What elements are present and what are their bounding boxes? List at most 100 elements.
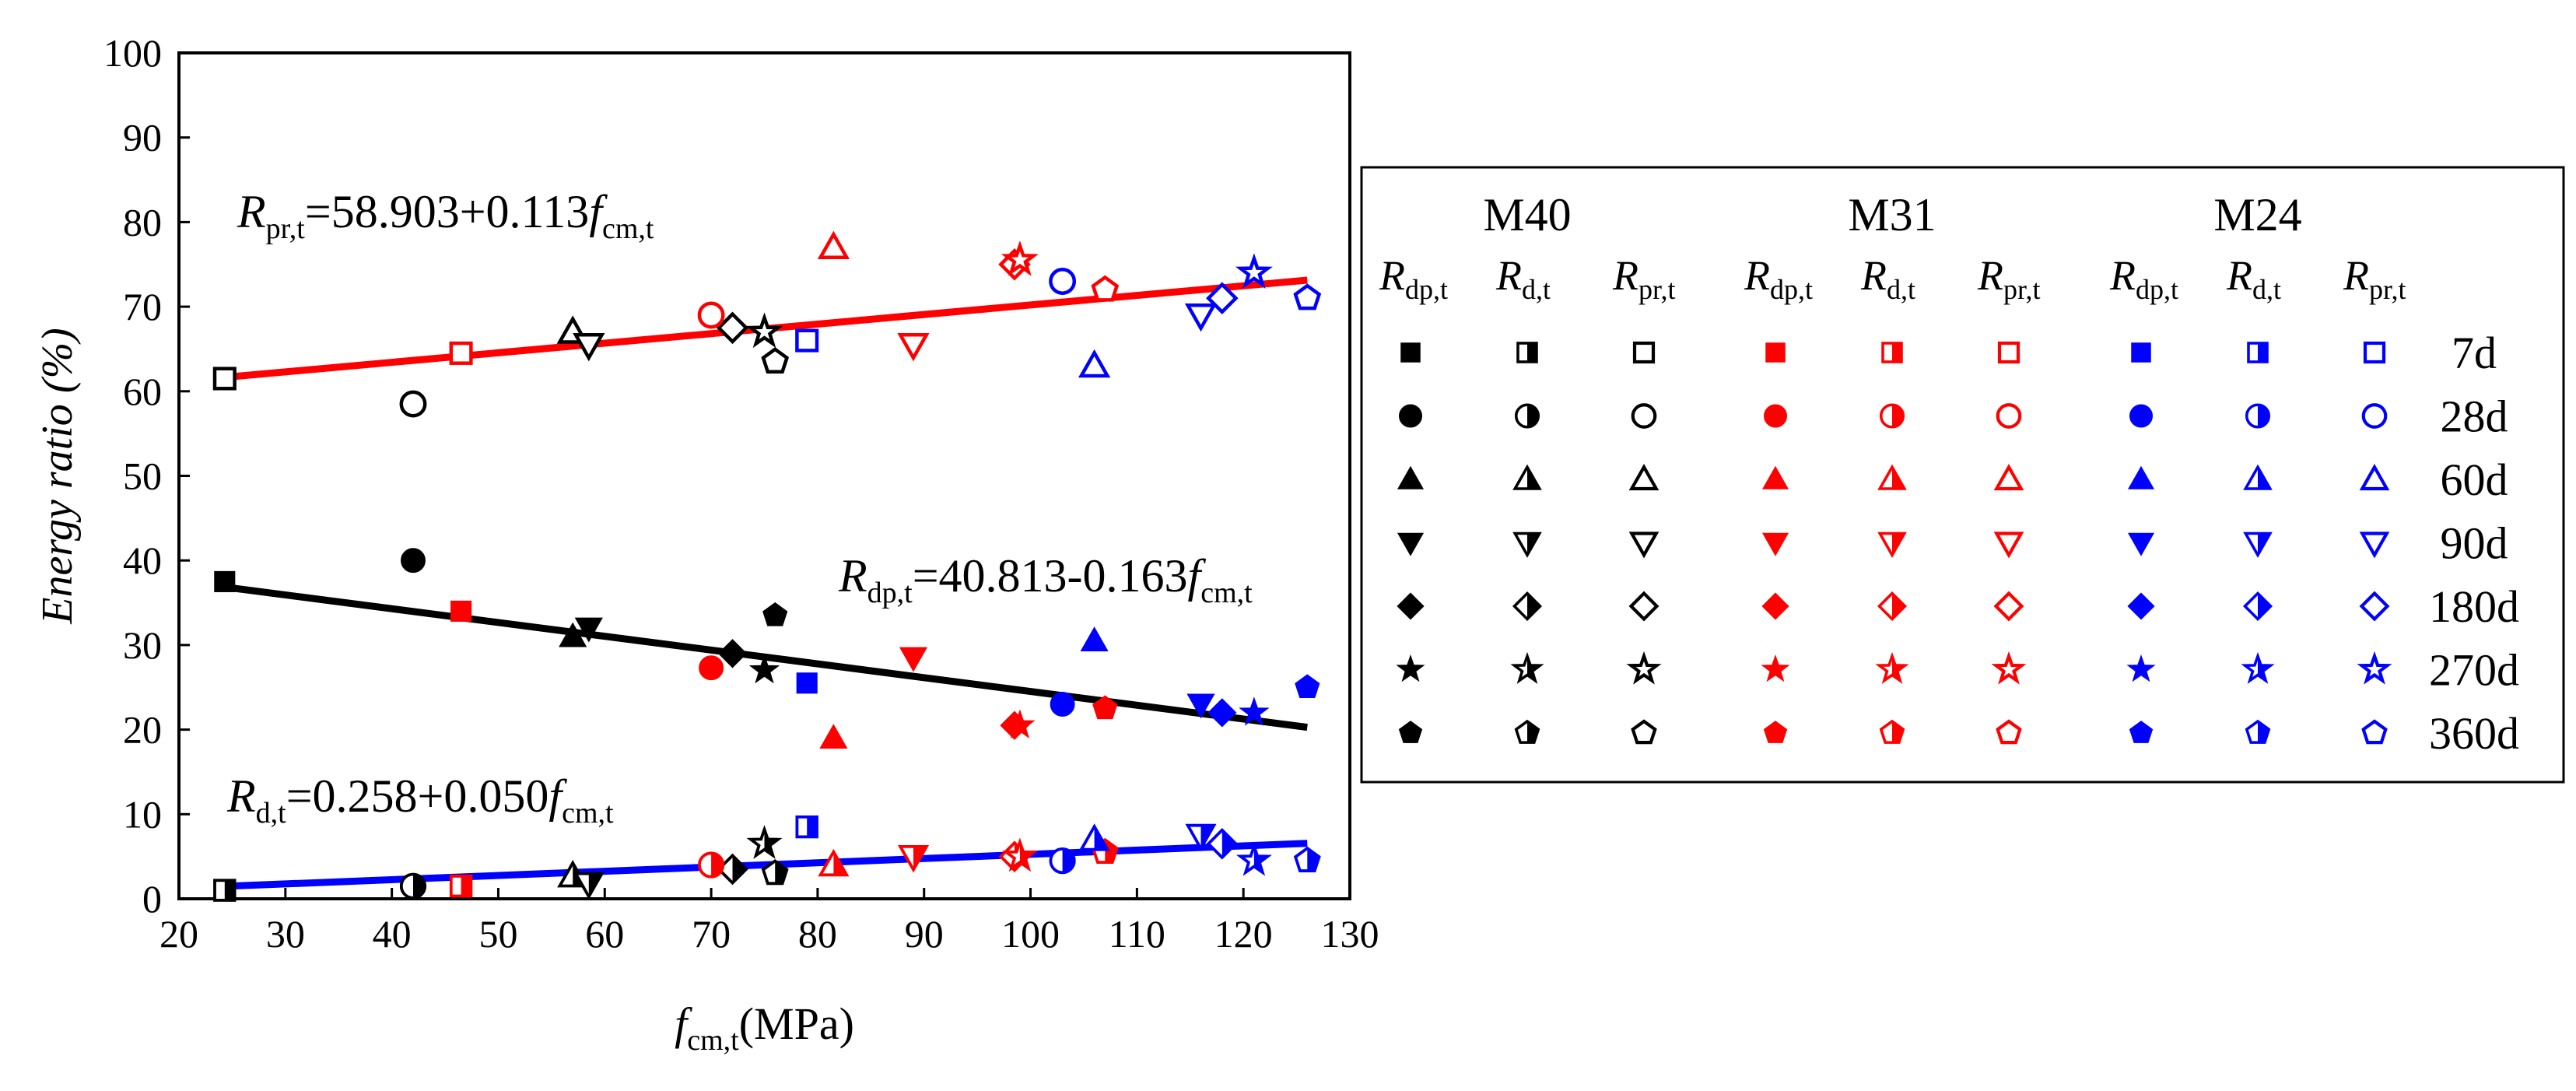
legend-marker-M40-dp-360d bbox=[1398, 721, 1423, 743]
legend-col-M24-pr: Rpr,t bbox=[2343, 252, 2406, 305]
legend-marker-M40-d-60d-outline bbox=[1512, 464, 1542, 490]
legend-col-main: R bbox=[1612, 252, 1638, 299]
legend-marker-M40-dp-180d bbox=[1397, 592, 1425, 620]
legend-marker-M31-d-28d bbox=[1879, 403, 1905, 429]
legend-marker-M40-d-90d bbox=[1512, 531, 1542, 558]
point-M40-270d-pr-shape bbox=[745, 312, 783, 349]
legend-marker-M24-d-28d bbox=[2245, 403, 2271, 429]
legend-marker-M24-pr-7d-shape bbox=[2363, 341, 2386, 364]
legend-marker-M31-dp-90d bbox=[1761, 532, 1789, 556]
legend-marker-M40-pr-7d bbox=[1632, 341, 1656, 364]
point-M31-270d-dp bbox=[1004, 709, 1036, 738]
point-M24-270d-pr bbox=[1235, 253, 1273, 289]
point-M24-270d-d-fill bbox=[1253, 846, 1268, 872]
legend-marker-M24-d-60d-outline bbox=[2243, 464, 2273, 490]
point-M24-28d-dp bbox=[1050, 692, 1075, 717]
legend-marker-M24-d-90d-outline bbox=[2243, 531, 2273, 558]
point-M24-7d-dp-shape bbox=[796, 672, 818, 694]
legend-marker-M40-pr-7d-shape bbox=[1632, 341, 1656, 364]
legend-group-M40: M40 bbox=[1483, 189, 1571, 240]
legend-marker-M40-dp-7d-shape bbox=[1400, 342, 1421, 363]
legend-marker-M31-pr-7d-shape bbox=[1997, 341, 2020, 364]
point-M31-90d-d-outline bbox=[897, 844, 930, 873]
point-M24-180d-dp bbox=[1207, 698, 1237, 728]
point-M31-90d-pr bbox=[897, 332, 930, 362]
legend-marker-M31-d-270d-fill bbox=[1892, 656, 1905, 681]
point-M31-7d-pr-shape bbox=[449, 341, 473, 365]
point-M40-7d-dp-shape bbox=[214, 570, 236, 592]
legend-col-main: R bbox=[2343, 252, 2369, 299]
legend-marker-M24-d-270d-fill bbox=[2258, 656, 2271, 681]
point-M24-60d-d-outline bbox=[1078, 823, 1110, 851]
legend-marker-M31-d-60d bbox=[1877, 464, 1907, 490]
point-M31-7d-d-outline bbox=[449, 874, 473, 898]
point-M31-7d-d bbox=[449, 874, 473, 898]
point-M40-360d-d bbox=[761, 859, 789, 886]
legend-marker-M24-d-360d-outline bbox=[2245, 719, 2271, 744]
legend-marker-M24-dp-28d-shape bbox=[2129, 404, 2153, 428]
legend-marker-M31-pr-7d bbox=[1997, 341, 2020, 364]
legend-age-28d: 28d bbox=[2441, 391, 2508, 442]
legend-marker-M40-d-360d bbox=[1514, 719, 1540, 744]
eq-main: R bbox=[226, 770, 256, 822]
legend-col-sub: d,t bbox=[1522, 274, 1551, 305]
legend-marker-M40-d-28d-outline bbox=[1514, 403, 1540, 429]
legend-col-M31-d: Rd,t bbox=[1860, 252, 1915, 305]
legend-marker-M24-pr-180d bbox=[2359, 591, 2390, 622]
legend-col-sub: pr,t bbox=[1638, 274, 1676, 305]
legend-marker-M40-dp-360d-shape bbox=[1398, 721, 1423, 743]
point-M24-180d-d bbox=[1206, 828, 1239, 860]
point-M40-7d-dp bbox=[214, 570, 236, 592]
eq-main: R bbox=[838, 550, 867, 602]
y-tick-label: 20 bbox=[123, 708, 162, 752]
y-tick-label: 30 bbox=[123, 623, 162, 667]
x-tick-label: 130 bbox=[1321, 912, 1379, 956]
point-M24-28d-dp-shape bbox=[1050, 692, 1075, 717]
point-M24-90d-dp bbox=[1186, 693, 1215, 719]
point-M31-7d-dp-shape bbox=[450, 600, 472, 622]
legend-marker-M31-d-270d-outline bbox=[1875, 651, 1909, 684]
legend-marker-M24-pr-7d bbox=[2363, 341, 2386, 364]
point-M31-90d-dp-shape bbox=[899, 647, 928, 672]
legend-marker-M40-dp-270d-shape bbox=[1396, 654, 1425, 682]
point-M24-90d-dp-shape bbox=[1186, 693, 1215, 719]
legend-group-M31: M31 bbox=[1848, 189, 1936, 240]
legend-marker-M40-pr-270d bbox=[1626, 651, 1662, 685]
legend-marker-M31-dp-7d-shape bbox=[1765, 342, 1786, 363]
legend-marker-M40-dp-60d bbox=[1397, 465, 1425, 489]
point-M40-7d-d-fill bbox=[224, 880, 235, 900]
legend-marker-M31-dp-28d bbox=[1764, 404, 1787, 428]
y-tick-label: 0 bbox=[142, 877, 162, 921]
legend-col-M31-pr: Rpr,t bbox=[1977, 252, 2041, 305]
eq-main: R bbox=[237, 186, 266, 237]
legend-marker-M40-d-7d-fill bbox=[1527, 343, 1537, 362]
point-M40-180d-dp-shape bbox=[717, 639, 748, 668]
legend-marker-M24-dp-28d bbox=[2129, 404, 2153, 428]
point-M40-180d-pr-shape bbox=[716, 311, 749, 345]
equation-dp: Rdp,t=40.813-0.163fcm,t bbox=[838, 550, 1253, 609]
point-M40-28d-dp-shape bbox=[401, 548, 426, 574]
legend-marker-M40-d-60d bbox=[1512, 464, 1542, 490]
x-tick-label: 30 bbox=[266, 912, 305, 956]
point-M24-270d-d bbox=[1235, 841, 1272, 876]
eq-fsub: cm,t bbox=[562, 797, 614, 830]
legend-marker-M40-dp-90d-shape bbox=[1397, 532, 1425, 556]
point-M31-28d-pr-shape bbox=[697, 301, 725, 329]
legend-marker-M31-d-28d-outline bbox=[1879, 403, 1905, 429]
point-M40-28d-d bbox=[399, 872, 427, 900]
legend-marker-M24-d-360d bbox=[2245, 719, 2271, 744]
legend-marker-M24-dp-7d-shape bbox=[2131, 342, 2151, 363]
legend-marker-M31-dp-360d bbox=[1763, 721, 1788, 743]
point-M40-270d-dp bbox=[748, 654, 780, 684]
legend-marker-M31-pr-90d bbox=[1993, 531, 2024, 559]
x-tick-label: 110 bbox=[1109, 912, 1165, 956]
point-M31-28d-dp-shape bbox=[699, 655, 724, 681]
point-M31-60d-dp-shape bbox=[819, 724, 848, 749]
point-M24-28d-d-outline bbox=[1049, 847, 1076, 875]
legend-col-M24-dp: Rdp,t bbox=[2109, 252, 2178, 305]
y-tick-label: 40 bbox=[123, 538, 162, 582]
point-M31-360d-pr bbox=[1091, 275, 1120, 302]
legend-marker-M31-d-7d-outline bbox=[1881, 342, 1903, 363]
legend-col-sub: d,t bbox=[1887, 274, 1915, 305]
legend-marker-M24-dp-60d-shape bbox=[2127, 465, 2155, 489]
